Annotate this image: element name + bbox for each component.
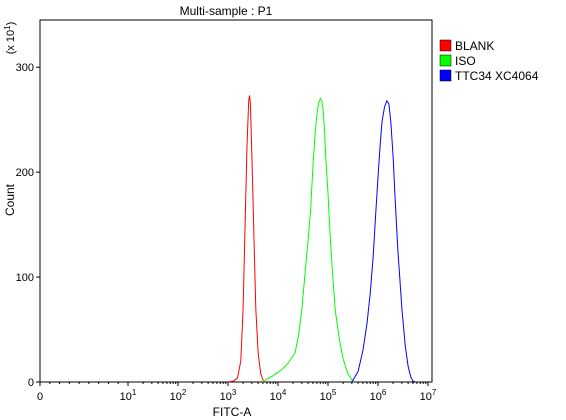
legend-swatch bbox=[439, 39, 452, 52]
x-axis-label: FITC-A bbox=[213, 405, 252, 419]
y-axis-label: Count bbox=[3, 183, 17, 216]
y-tick-label: 200 bbox=[16, 167, 34, 179]
histogram-curves bbox=[227, 95, 416, 383]
legend-label: ISO bbox=[455, 54, 476, 68]
x-tick-label: 107 bbox=[420, 388, 437, 403]
plot-frame bbox=[39, 19, 433, 383]
y-tick-label: 300 bbox=[16, 62, 34, 74]
y-ticks: 0 100 200 300 bbox=[16, 62, 40, 389]
y-multiplier-close: ) bbox=[5, 22, 17, 26]
legend-label: TTC34 XC4064 bbox=[455, 69, 539, 83]
legend-swatch bbox=[439, 54, 452, 67]
legend-swatch bbox=[439, 69, 452, 82]
x-tick-label: 104 bbox=[270, 388, 287, 403]
chart-title: Multi-sample : P1 bbox=[180, 4, 273, 18]
x-tick-label: 103 bbox=[220, 388, 237, 403]
x-tick-label: 0 bbox=[37, 391, 43, 403]
series-curve-ttc34-xc4064 bbox=[351, 99, 416, 383]
x-tick-label: 106 bbox=[370, 388, 387, 403]
x-tick-label: 102 bbox=[170, 388, 187, 403]
x-minor-ticks bbox=[49, 382, 427, 384]
y-tick-label: 0 bbox=[28, 377, 34, 389]
x-tick-label: 101 bbox=[120, 388, 137, 403]
y-multiplier-label: (x 101) bbox=[3, 22, 17, 55]
series-curve-iso bbox=[262, 97, 355, 383]
y-tick-label: 100 bbox=[16, 272, 34, 284]
x-ticks: 0 101 102 103 104 105 106 107 bbox=[37, 382, 437, 403]
legend-label: BLANK bbox=[455, 39, 494, 53]
y-multiplier-base: (x 10 bbox=[5, 30, 17, 54]
x-tick-label: 105 bbox=[320, 388, 337, 403]
series-curve-blank bbox=[227, 95, 266, 383]
y-multiplier-exp: 1 bbox=[3, 25, 12, 30]
